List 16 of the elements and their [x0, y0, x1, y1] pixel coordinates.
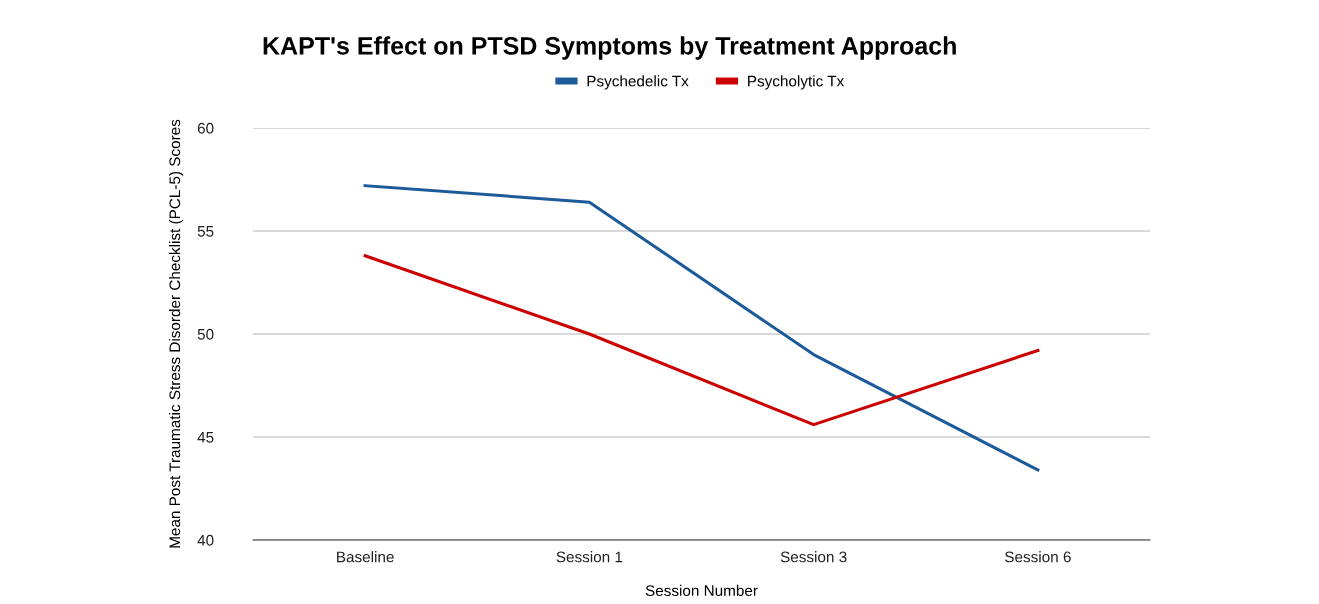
chart-title: KAPT's Effect on PTSD Symptoms by Treatment Approach	[263, 36, 956, 60]
x-tick-label: Session 6	[1005, 551, 1071, 563]
y-tick-label: 60	[197, 122, 214, 134]
line-series	[363, 184, 1040, 472]
legend-label: Psycholytic Tx	[748, 75, 845, 90]
x-tick-label: Session 3	[780, 551, 847, 563]
y-tick-label: 45	[197, 432, 214, 443]
y-tick-label: 55	[197, 226, 214, 237]
legend-label: Psychedelic Tx	[587, 75, 689, 90]
x-tick-label: Baseline	[337, 551, 394, 563]
line-series	[363, 254, 1040, 427]
y-tick-label: 50	[197, 328, 214, 340]
x-axis-title: Session Number	[645, 584, 758, 597]
y-axis-title: Mean Post Traumatic Stress Disorder Checklist (PCL-5) Scores	[168, 119, 184, 548]
y-tick-label: 40	[197, 534, 214, 546]
x-tick-label: Session 1	[556, 551, 623, 563]
